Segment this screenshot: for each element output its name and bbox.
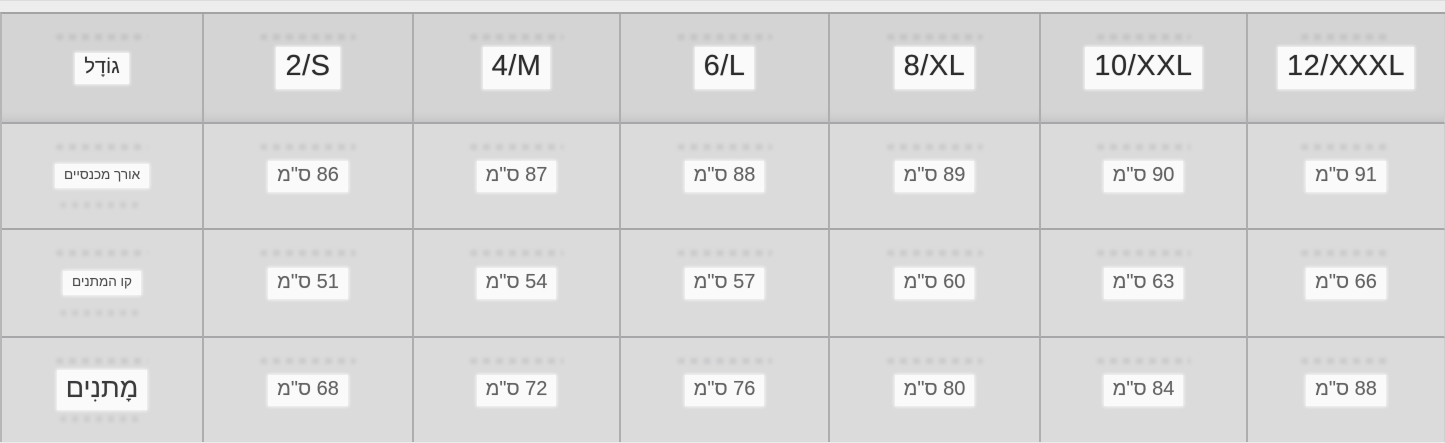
measurement-value: 57 ס"מ (684, 267, 765, 299)
header-cell-12xxxl: 12/XXXL (1248, 14, 1445, 124)
size-option-label: 12/XXXL (1278, 47, 1414, 89)
table-cell: 91 ס"מ (1248, 124, 1445, 230)
measurement-value: 86 ס"מ (268, 160, 348, 192)
measurement-value: 63 ס"מ (1103, 267, 1184, 299)
measurement-value: 88 ס"מ (1306, 374, 1386, 406)
row-label-pants-length: אורך מכנסיים (2, 124, 204, 230)
table-cell: 87 ס"מ (414, 124, 621, 230)
measurement-value: 68 ס"מ (268, 374, 348, 406)
top-strip (0, 0, 1445, 12)
measurement-value: 80 ס"מ (894, 374, 975, 406)
table-cell: 72 ס"מ (414, 338, 621, 442)
table-cell: 89 ס"מ (830, 124, 1041, 230)
measurement-value: 89 ס"מ (894, 160, 975, 192)
table-cell: 68 ס"מ (204, 338, 414, 442)
row-label-text: אורך מכנסיים (54, 164, 150, 188)
size-table: גוֹדָל 2/S 4/M 6/L 8/XL 10/XXL 12/XXXL א… (0, 12, 1445, 442)
row-label-waist: מָתנִים (2, 338, 204, 442)
table-cell: 57 ס"מ (621, 230, 830, 338)
measurement-value: 88 ס"מ (684, 160, 765, 192)
measurement-value: 91 ס"מ (1306, 160, 1386, 192)
row-label-waistline: קו המתנים (2, 230, 204, 338)
table-cell: 60 ס"מ (830, 230, 1041, 338)
measurement-value: 72 ס"מ (476, 374, 557, 406)
size-header-label: גוֹדָל (75, 52, 129, 84)
measurement-value: 90 ס"מ (1103, 160, 1184, 192)
table-cell: 63 ס"מ (1041, 230, 1248, 338)
header-cell-8xl: 8/XL (830, 14, 1041, 124)
table-cell: 88 ס"מ (621, 124, 830, 230)
size-option-label: 2/S (276, 47, 340, 89)
size-option-label: 10/XXL (1085, 47, 1202, 89)
table-cell: 76 ס"מ (621, 338, 830, 442)
measurement-value: 60 ס"מ (894, 267, 975, 299)
size-option-label: 6/L (694, 47, 755, 89)
table-cell: 66 ס"מ (1248, 230, 1445, 338)
measurement-value: 54 ס"מ (476, 267, 557, 299)
header-cell-4m: 4/M (414, 14, 621, 124)
table-cell: 90 ס"מ (1041, 124, 1248, 230)
row-label-text: קו המתנים (62, 271, 142, 295)
size-option-label: 8/XL (894, 47, 975, 89)
table-cell: 51 ס"מ (204, 230, 414, 338)
header-cell-6l: 6/L (621, 14, 830, 124)
table-cell: 80 ס"מ (830, 338, 1041, 442)
table-cell: 84 ס"מ (1041, 338, 1248, 442)
measurement-value: 76 ס"מ (684, 374, 765, 406)
header-cell-2s: 2/S (204, 14, 414, 124)
table-cell: 54 ס"מ (414, 230, 621, 338)
size-option-label: 4/M (482, 47, 551, 89)
header-cell-10xxl: 10/XXL (1041, 14, 1248, 124)
measurement-value: 66 ס"מ (1306, 267, 1386, 299)
row-label-text: מָתנִים (56, 370, 148, 410)
measurement-value: 87 ס"מ (476, 160, 557, 192)
table-cell: 88 ס"מ (1248, 338, 1445, 442)
measurement-value: 51 ס"מ (268, 267, 348, 299)
measurement-value: 84 ס"מ (1103, 374, 1184, 406)
table-cell: 86 ס"מ (204, 124, 414, 230)
header-cell-size: גוֹדָל (2, 14, 204, 124)
